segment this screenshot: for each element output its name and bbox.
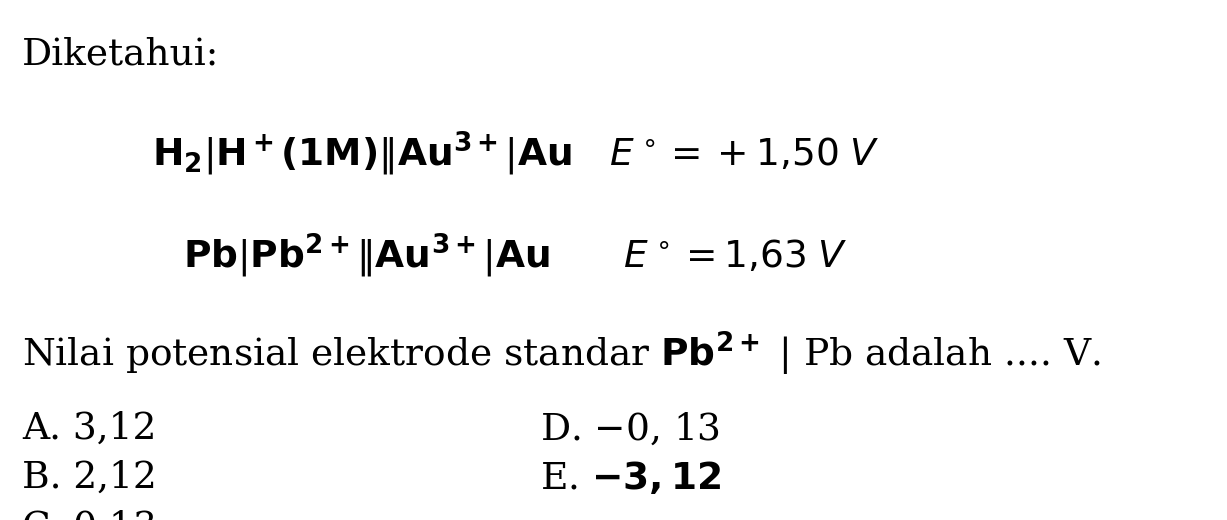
Text: $\mathbf{Pb}|\mathbf{Pb^{2+}}\|\mathbf{Au^{3+}}|\mathbf{Au}\qquad E^\circ = 1{,}: $\mathbf{Pb}|\mathbf{Pb^{2+}}\|\mathbf{A… [183, 231, 848, 280]
Text: Nilai potensial elektrode standar $\mathbf{Pb^{2+}}$ | Pb adalah .... V.: Nilai potensial elektrode standar $\math… [22, 330, 1101, 379]
Text: A. 3,12: A. 3,12 [22, 411, 157, 447]
Text: Diketahui:: Diketahui: [22, 36, 220, 72]
Text: B. 2,12: B. 2,12 [22, 460, 157, 496]
Text: E. $\mathbf{-3, 12}$: E. $\mathbf{-3, 12}$ [540, 460, 721, 497]
Text: D. $-$0, 13: D. $-$0, 13 [540, 411, 720, 447]
Text: $\mathbf{H_2}|\mathbf{H^+(1M)}\|\mathbf{Au^{3+}}|\mathbf{Au}\quad E^\circ = +1{,: $\mathbf{H_2}|\mathbf{H^+(1M)}\|\mathbf{… [152, 130, 879, 178]
Text: C. 0,13: C. 0,13 [22, 510, 157, 520]
